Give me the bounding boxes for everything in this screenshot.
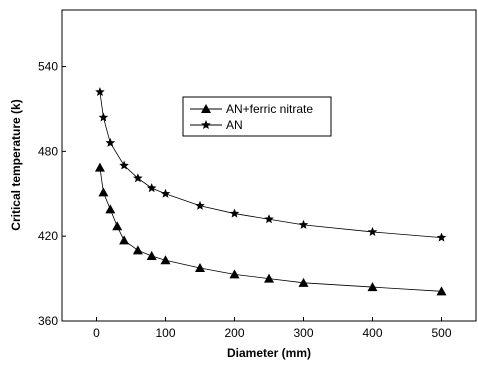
marker-star	[264, 214, 274, 224]
marker-star	[195, 200, 205, 210]
y-tick-label: 480	[38, 144, 58, 158]
marker-triangle	[94, 162, 105, 172]
plot-frame	[61, 9, 477, 322]
y-tick-label: 360	[38, 314, 58, 328]
marker-triangle	[298, 277, 309, 287]
legend-box	[182, 96, 332, 137]
marker-star	[146, 183, 157, 193]
marker-star	[160, 188, 171, 198]
marker-star	[229, 208, 240, 218]
marker-triangle	[195, 262, 205, 272]
legend-label: AN+ferric nitrate	[226, 102, 313, 116]
marker-triangle	[201, 104, 211, 113]
x-tick-label: 200	[224, 326, 244, 340]
marker-star	[201, 120, 211, 129]
marker-triangle	[119, 235, 130, 245]
marker-triangle	[264, 273, 274, 283]
x-tick-label: 500	[431, 326, 451, 340]
marker-triangle	[98, 187, 109, 197]
marker-star	[105, 137, 116, 147]
marker-triangle	[112, 221, 123, 231]
x-tick-label: 0	[93, 326, 100, 340]
marker-triangle	[160, 255, 171, 265]
x-tick-label: 300	[293, 326, 313, 340]
marker-star	[133, 173, 143, 183]
marker-star	[367, 226, 378, 236]
y-tick-label: 420	[38, 229, 58, 243]
marker-triangle	[229, 269, 240, 279]
marker-triangle	[367, 282, 378, 292]
marker-triangle	[146, 250, 157, 260]
marker-triangle	[436, 286, 447, 296]
marker-star	[298, 219, 309, 229]
marker-triangle	[132, 245, 143, 255]
y-tick-label: 540	[38, 60, 58, 74]
marker-star	[95, 87, 105, 96]
marker-star	[119, 160, 129, 170]
marker-star	[436, 232, 447, 242]
legend-label: AN	[226, 118, 243, 132]
x-axis-label: Diameter (mm)	[227, 346, 311, 360]
y-axis-label: Critical temperature (k)	[9, 99, 23, 230]
marker-triangle	[105, 204, 116, 214]
x-tick-label: 400	[362, 326, 382, 340]
marker-star	[98, 112, 109, 122]
x-tick-label: 100	[155, 326, 175, 340]
